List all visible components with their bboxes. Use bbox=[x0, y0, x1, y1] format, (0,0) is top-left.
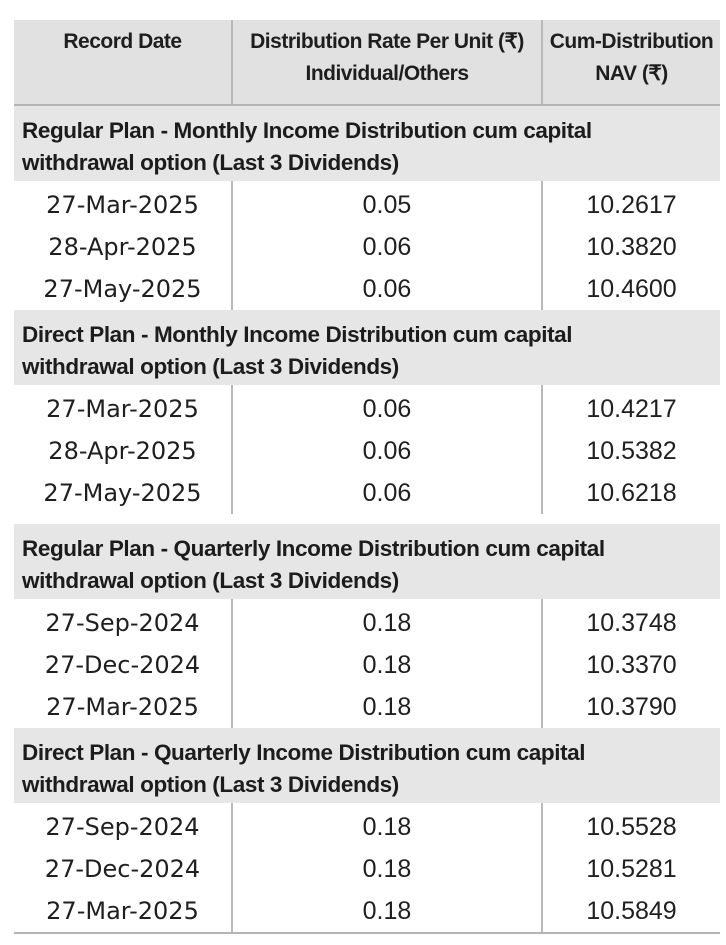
nav-cell: 10.5528 bbox=[586, 813, 677, 841]
column-nav: 10.4217 10.5382 10.6218 bbox=[541, 385, 720, 514]
section-title-line2: withdrawal option (Last 3 Dividends) bbox=[22, 150, 399, 175]
table-body: Regular Plan - Monthly Income Distributi… bbox=[14, 106, 720, 932]
distribution-rate-cell: 0.18 bbox=[362, 813, 412, 841]
distribution-rate-cell: 0.06 bbox=[362, 275, 412, 303]
record-date-cell: 27-Sep-2024 bbox=[45, 609, 200, 637]
section-title-line2: withdrawal option (Last 3 Dividends) bbox=[22, 772, 399, 797]
header-record-date-label: Record Date bbox=[63, 30, 182, 53]
header-distribution-rate: Distribution Rate Per Unit (₹) Individua… bbox=[231, 20, 541, 104]
section-title-line1: Direct Plan - Quarterly Income Distribut… bbox=[22, 740, 586, 765]
distribution-rate-cell: 0.06 bbox=[362, 437, 412, 465]
header-nav-line1: Cum-Distribution bbox=[549, 30, 714, 53]
record-date-cell: 28-Apr-2025 bbox=[48, 437, 197, 465]
section-title-line2: withdrawal option (Last 3 Dividends) bbox=[22, 568, 399, 593]
nav-cell: 10.3820 bbox=[586, 233, 677, 261]
column-rate: 0.18 0.18 0.18 bbox=[231, 599, 541, 728]
record-date-cell: 27-Dec-2024 bbox=[44, 651, 201, 679]
distribution-rate-cell: 0.18 bbox=[362, 855, 412, 883]
nav-cell: 10.6218 bbox=[586, 479, 677, 507]
header-distribution-rate-line2: Individual/Others bbox=[305, 62, 469, 85]
distribution-rate-cell: 0.18 bbox=[362, 651, 412, 679]
section-rows: 27-Mar-2025 28-Apr-2025 27-May-2025 0.06 0.0… bbox=[14, 385, 720, 514]
column-date: 27-Sep-2024 27-Dec-2024 27-Mar-2025 bbox=[14, 803, 231, 932]
column-nav: 10.3748 10.3370 10.3790 bbox=[541, 599, 720, 728]
nav-cell: 10.3790 bbox=[586, 693, 677, 721]
record-date-cell: 27-Mar-2025 bbox=[46, 693, 199, 721]
distribution-rate-cell: 0.18 bbox=[362, 897, 412, 925]
column-rate: 0.05 0.06 0.06 bbox=[231, 181, 541, 310]
distribution-rate-cell: 0.06 bbox=[362, 233, 412, 261]
column-rate: 0.18 0.18 0.18 bbox=[231, 803, 541, 932]
header-distribution-rate-line1: Distribution Rate Per Unit (₹) bbox=[250, 30, 524, 53]
nav-cell: 10.5281 bbox=[586, 855, 677, 883]
distribution-rate-cell: 0.18 bbox=[362, 609, 412, 637]
nav-cell: 10.3748 bbox=[586, 609, 677, 637]
distribution-rate-cell: 0.18 bbox=[362, 693, 412, 721]
dividend-history-table: Record Date Distribution Rate Per Unit (… bbox=[14, 20, 720, 934]
nav-cell: 10.5849 bbox=[586, 897, 677, 925]
section-header: Direct Plan - Quarterly Income Distribut… bbox=[14, 728, 720, 803]
section-title-line1: Regular Plan - Quarterly Income Distribu… bbox=[22, 536, 605, 561]
section-title-line2: withdrawal option (Last 3 Dividends) bbox=[22, 354, 399, 379]
record-date-cell: 27-Mar-2025 bbox=[46, 191, 199, 219]
column-date: 27-Mar-2025 28-Apr-2025 27-May-2025 bbox=[14, 385, 231, 514]
section-header: Direct Plan - Monthly Income Distributio… bbox=[14, 310, 720, 385]
section-header: Regular Plan - Monthly Income Distributi… bbox=[14, 106, 720, 181]
nav-cell: 10.2617 bbox=[586, 191, 677, 219]
header-cum-distribution-nav: Cum-Distribution NAV (₹) bbox=[541, 20, 720, 104]
section-title-line1: Direct Plan - Monthly Income Distributio… bbox=[22, 322, 573, 347]
record-date-cell: 27-May-2025 bbox=[43, 275, 202, 303]
table-header: Record Date Distribution Rate Per Unit (… bbox=[14, 20, 720, 106]
column-date: 27-Sep-2024 27-Dec-2024 27-Mar-2025 bbox=[14, 599, 231, 728]
section-rows: 27-Sep-2024 27-Dec-2024 27-Mar-2025 0.18 0.1… bbox=[14, 803, 720, 932]
nav-cell: 10.3370 bbox=[586, 651, 677, 679]
record-date-cell: 27-Sep-2024 bbox=[45, 813, 200, 841]
header-nav-line2: NAV (₹) bbox=[595, 62, 668, 85]
nav-cell: 10.5382 bbox=[586, 437, 677, 465]
record-date-cell: 27-Mar-2025 bbox=[46, 395, 199, 423]
column-date: 27-Mar-2025 28-Apr-2025 27-May-2025 bbox=[14, 181, 231, 310]
distribution-rate-cell: 0.05 bbox=[362, 191, 412, 219]
section-rows: 27-Mar-2025 28-Apr-2025 27-May-2025 0.05 0.0… bbox=[14, 181, 720, 310]
record-date-cell: 27-Mar-2025 bbox=[46, 897, 199, 925]
section-spacer bbox=[14, 514, 720, 524]
record-date-cell: 28-Apr-2025 bbox=[48, 233, 197, 261]
section-title-line1: Regular Plan - Monthly Income Distributi… bbox=[22, 118, 592, 143]
record-date-cell: 27-Dec-2024 bbox=[44, 855, 201, 883]
nav-cell: 10.4600 bbox=[586, 275, 677, 303]
section-header: Regular Plan - Quarterly Income Distribu… bbox=[14, 524, 720, 599]
section-rows: 27-Sep-2024 27-Dec-2024 27-Mar-2025 0.18 0.1… bbox=[14, 599, 720, 728]
header-record-date: Record Date bbox=[14, 20, 231, 104]
nav-cell: 10.4217 bbox=[586, 395, 677, 423]
distribution-rate-cell: 0.06 bbox=[362, 395, 412, 423]
column-rate: 0.06 0.06 0.06 bbox=[231, 385, 541, 514]
column-nav: 10.5528 10.5281 10.5849 bbox=[541, 803, 720, 932]
table-bottom-rule bbox=[14, 932, 720, 934]
distribution-rate-cell: 0.06 bbox=[362, 479, 412, 507]
column-nav: 10.2617 10.3820 10.4600 bbox=[541, 181, 720, 310]
record-date-cell: 27-May-2025 bbox=[43, 479, 202, 507]
